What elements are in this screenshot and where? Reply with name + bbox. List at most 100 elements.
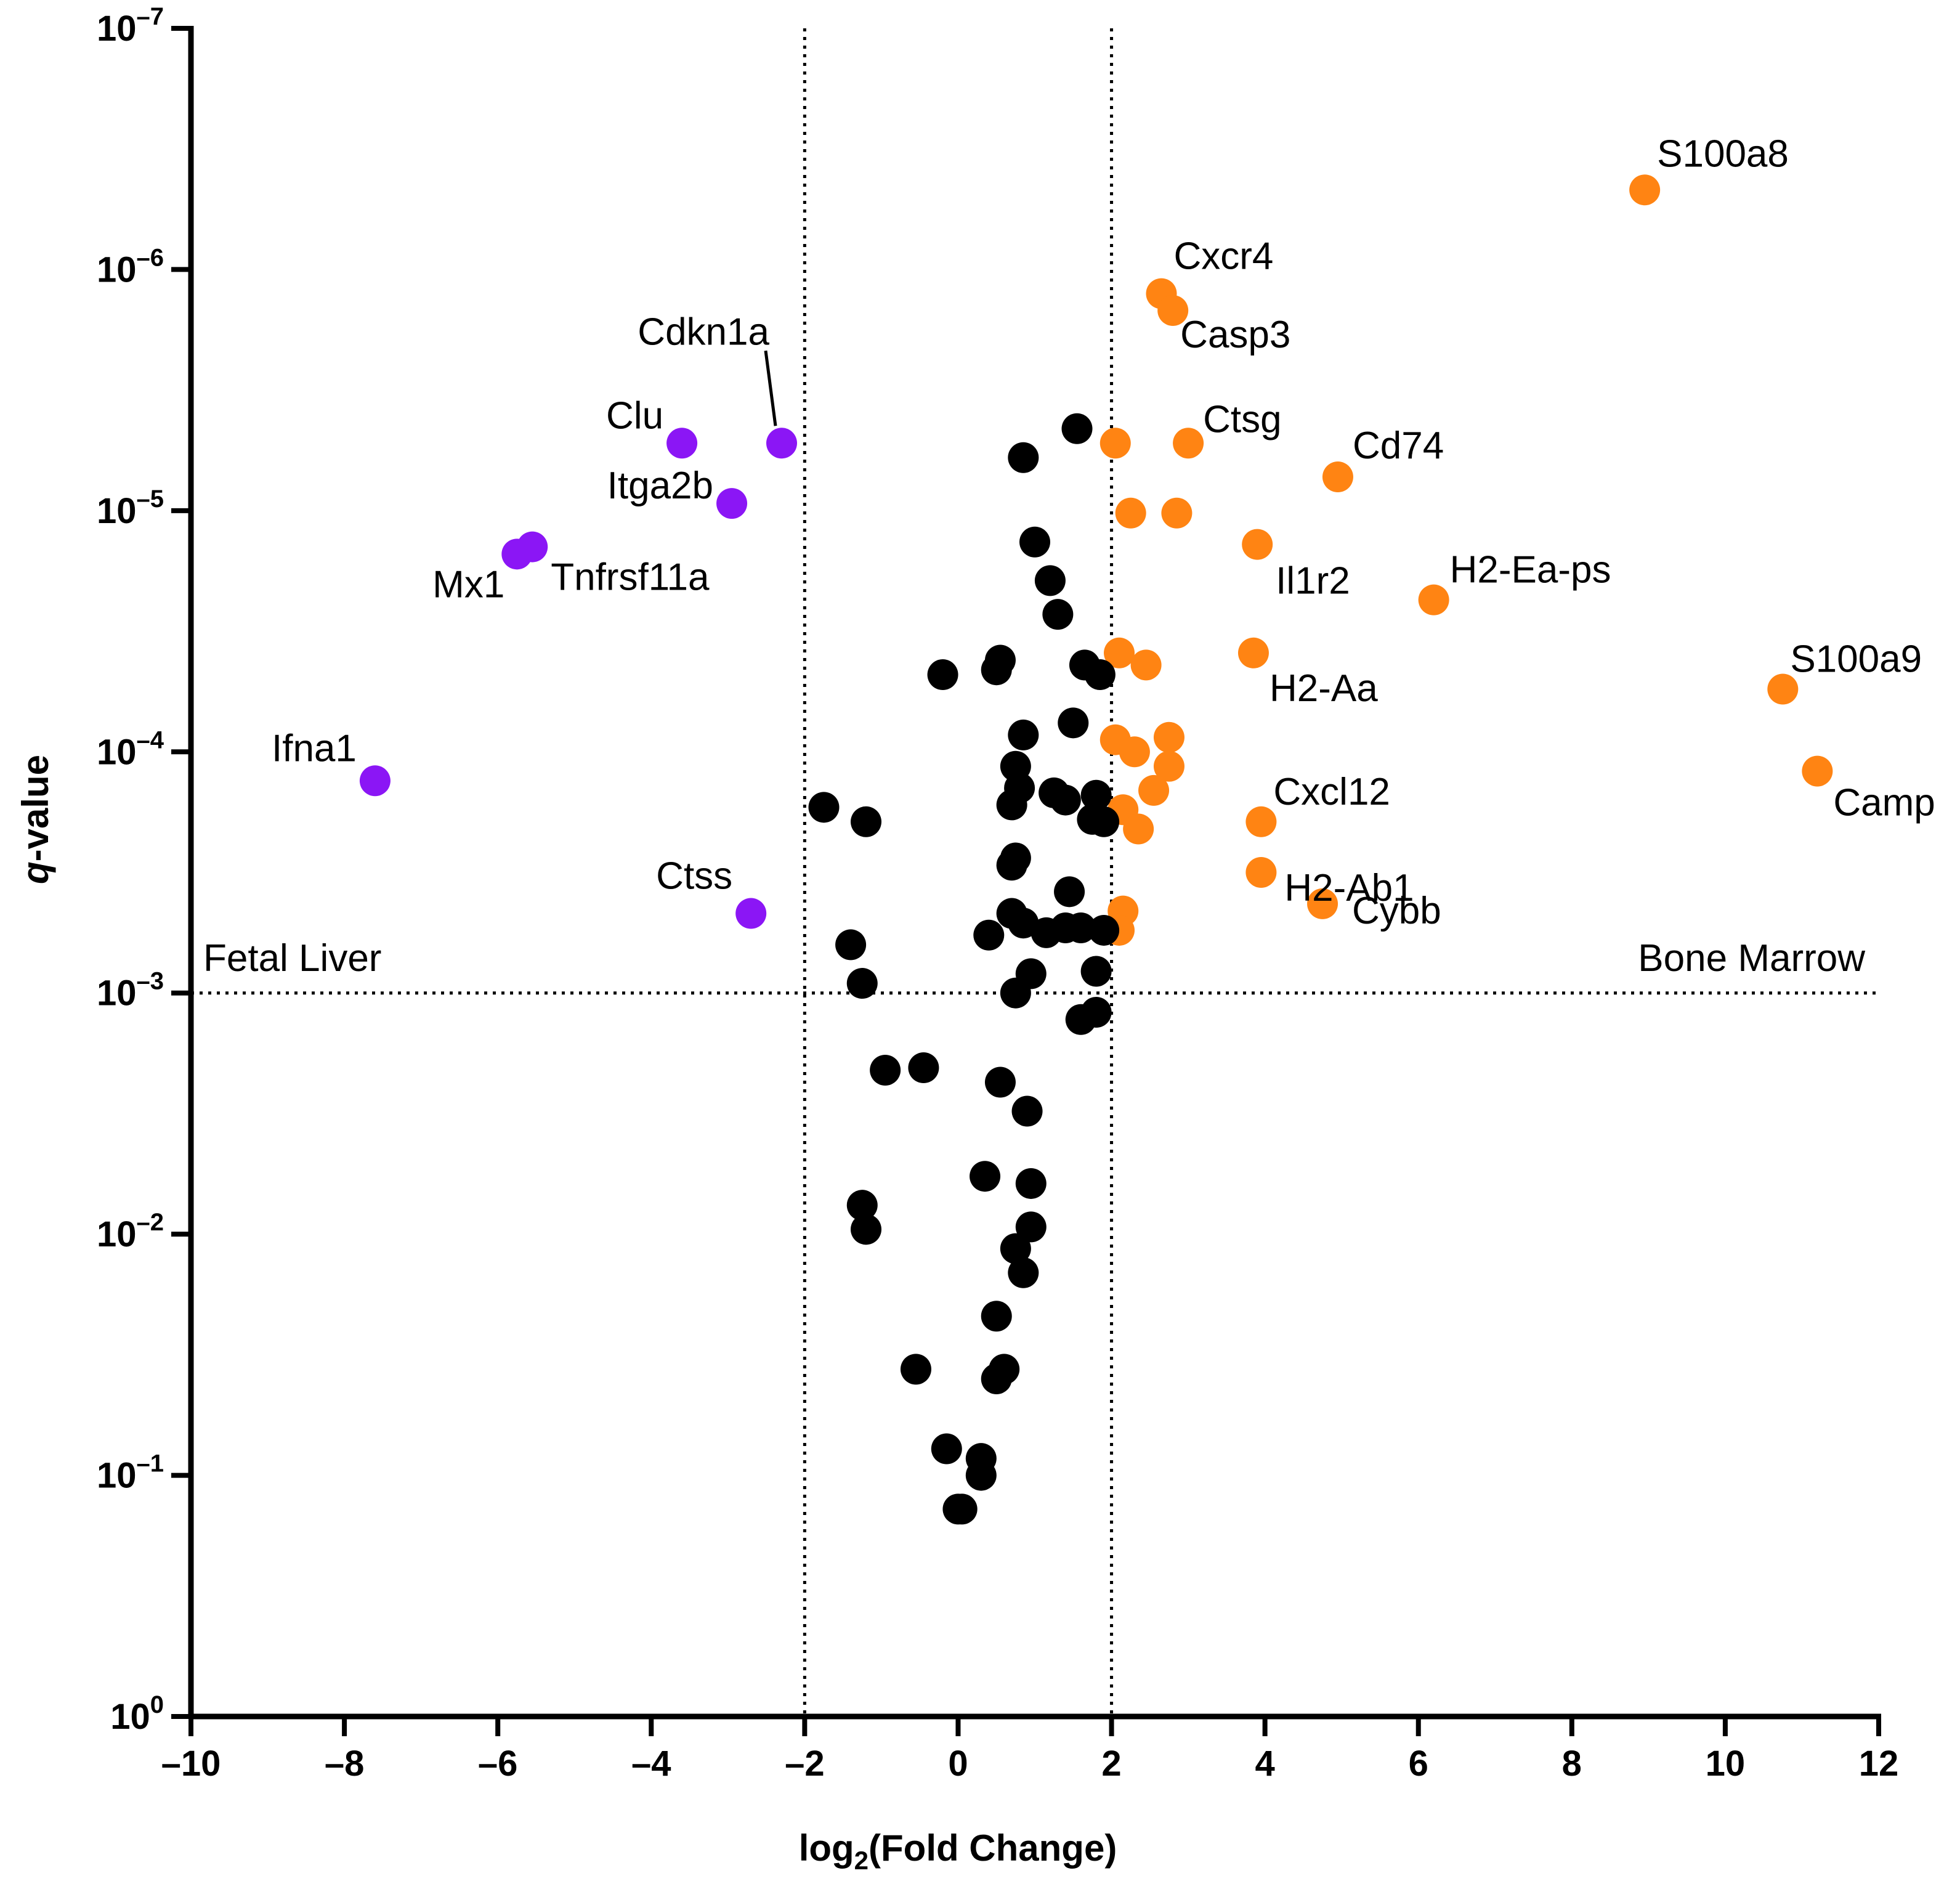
- y-axis-title-suffix: -value: [15, 755, 56, 861]
- gene-label: S100a8: [1657, 132, 1789, 175]
- data-point-not-significant: [984, 1066, 1016, 1098]
- data-point-not-significant: [946, 1493, 978, 1525]
- data-point-up: [1237, 637, 1269, 668]
- data-point-down: [517, 531, 548, 563]
- data-point-not-significant: [1015, 1211, 1047, 1243]
- gene-label: Mx1: [432, 563, 504, 606]
- data-point-not-significant: [1058, 707, 1089, 739]
- data-point-not-significant: [973, 919, 1005, 951]
- data-point-not-significant: [851, 806, 881, 837]
- y-axis-ticks: 100 10–1 10–2 10–3 10–4 10–5 10–6 10–7: [97, 3, 191, 1737]
- y-axis-title-italic: q: [15, 861, 56, 884]
- data-point-not-significant: [1008, 442, 1039, 473]
- gene-label: Cxcr4: [1174, 235, 1274, 278]
- data-point-up: [1161, 497, 1193, 529]
- data-point-not-significant: [908, 1052, 939, 1084]
- data-point-not-significant: [927, 659, 958, 691]
- x-tick-label: –2: [785, 1744, 825, 1784]
- data-point-up: [1130, 649, 1162, 681]
- data-point-not-significant: [1015, 1168, 1047, 1199]
- data-point-not-significant: [846, 1190, 878, 1221]
- data-point-not-significant: [965, 1460, 997, 1491]
- data-point-not-significant: [1088, 806, 1120, 837]
- data-point-up: [1173, 428, 1204, 459]
- data-point-not-significant: [1080, 997, 1112, 1028]
- gene-label: Ctss: [656, 855, 732, 898]
- y-tick-label: 10–7: [97, 3, 164, 49]
- gene-label: H2-Ab1: [1284, 867, 1414, 909]
- y-tick-label: 10–3: [97, 968, 164, 1014]
- data-point-not-significant: [996, 850, 1027, 881]
- data-point-not-significant: [981, 1301, 1012, 1332]
- label-connectors: [764, 350, 777, 426]
- data-point-not-significant: [870, 1054, 901, 1086]
- data-point-not-significant: [1008, 908, 1039, 939]
- data-point-not-significant: [1084, 659, 1116, 691]
- data-point-up: [1245, 806, 1277, 837]
- threshold-lines: [191, 28, 1879, 1716]
- data-point-down: [359, 765, 391, 797]
- y-axis-title: q-value: [15, 755, 56, 884]
- data-point-up: [1629, 174, 1661, 206]
- data-point-down: [766, 428, 797, 459]
- x-tick-label: –10: [161, 1744, 221, 1784]
- x-tick-label: –4: [631, 1744, 671, 1784]
- x-tick-label: 6: [1409, 1744, 1428, 1784]
- y-tick-label: 10–5: [97, 485, 164, 531]
- data-point-not-significant: [1008, 719, 1039, 750]
- gene-label: Cxcl12: [1273, 771, 1390, 813]
- gene-label: H2-Ea-ps: [1450, 549, 1611, 591]
- region-label-fetal-liver: Fetal Liver: [203, 937, 381, 980]
- y-tick-label: 10–6: [97, 244, 164, 290]
- y-tick-label: 10–1: [97, 1450, 164, 1496]
- data-point-up: [1418, 584, 1449, 615]
- data-point-down: [716, 488, 748, 519]
- data-points: [359, 174, 1833, 1525]
- data-point-not-significant: [1080, 779, 1112, 811]
- data-point-up: [1115, 497, 1146, 529]
- x-axis-title-prefix: log: [799, 1827, 854, 1869]
- data-point-not-significant: [996, 789, 1027, 821]
- data-point-not-significant: [900, 1354, 931, 1385]
- data-point-not-significant: [1065, 912, 1096, 944]
- data-point-up: [1153, 750, 1185, 782]
- data-point-up: [1138, 774, 1170, 806]
- data-point-not-significant: [1011, 1095, 1043, 1127]
- x-tick-label: 10: [1706, 1744, 1746, 1784]
- data-point-down: [666, 428, 698, 459]
- gene-label: Camp: [1833, 782, 1935, 824]
- data-point-up: [1157, 295, 1189, 326]
- x-tick-label: 4: [1255, 1744, 1275, 1784]
- data-point-not-significant: [1034, 565, 1066, 596]
- data-point-not-significant: [1088, 914, 1120, 946]
- data-point-up: [1322, 461, 1353, 493]
- data-point-not-significant: [970, 1161, 1001, 1192]
- data-point-not-significant: [1054, 876, 1085, 908]
- x-axis-title-suffix: (Fold Change): [869, 1827, 1117, 1869]
- data-point-up: [1104, 637, 1135, 668]
- data-point-not-significant: [1008, 1257, 1039, 1288]
- data-point-not-significant: [1080, 956, 1112, 987]
- data-point-not-significant: [981, 1363, 1012, 1394]
- data-point-not-significant: [808, 792, 840, 823]
- x-tick-label: 2: [1101, 1744, 1121, 1784]
- x-axis-title: log2(Fold Change): [799, 1827, 1117, 1875]
- data-point-up: [1242, 529, 1273, 560]
- x-tick-label: 0: [948, 1744, 968, 1784]
- data-point-not-significant: [851, 1214, 881, 1245]
- x-tick-label: –6: [478, 1744, 518, 1784]
- gene-label: Cdkn1a: [638, 311, 769, 353]
- data-point-not-significant: [981, 654, 1012, 686]
- data-point-not-significant: [1050, 784, 1081, 816]
- data-point-down: [735, 898, 767, 929]
- gene-label: Il1r2: [1276, 560, 1350, 603]
- gene-label: Casp3: [1180, 314, 1290, 356]
- region-label-bone-marrow: Bone Marrow: [1638, 937, 1865, 980]
- x-tick-label: 8: [1562, 1744, 1582, 1784]
- gene-label: Clu: [606, 394, 663, 437]
- data-point-not-significant: [835, 929, 867, 961]
- gene-label: H2-Aa: [1270, 667, 1378, 710]
- data-point-up: [1245, 857, 1277, 888]
- label-connector-line: [764, 350, 777, 426]
- data-point-up: [1099, 428, 1131, 459]
